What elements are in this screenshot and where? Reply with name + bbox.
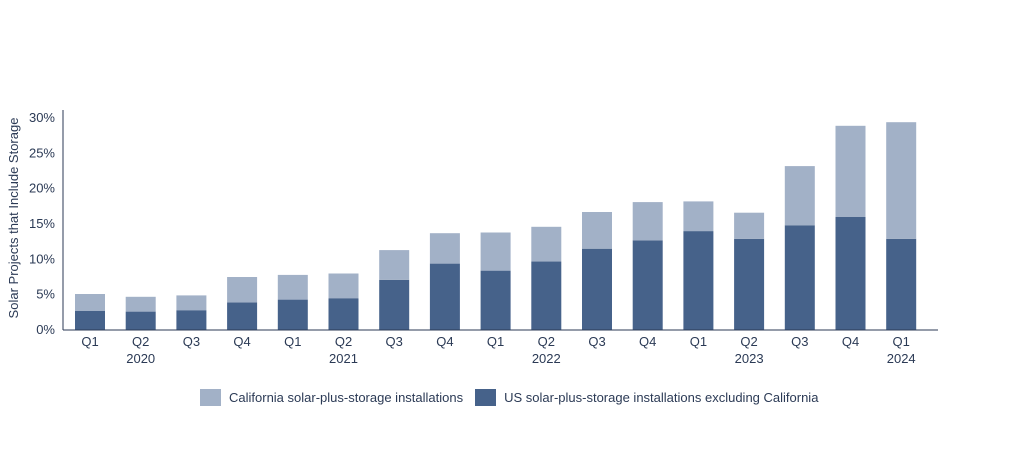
legend-label-california: California solar-plus-storage installati… [229, 390, 464, 405]
bar-segment-california-13 [734, 212, 765, 239]
y-tick-label: 10% [29, 251, 55, 266]
x-tick-label: Q3 [588, 334, 605, 349]
y-tick-label: 20% [29, 181, 55, 196]
bar-segment-california-10 [582, 212, 612, 249]
bar-segment-us-excl-california-15 [835, 216, 866, 330]
x-tick-label: Q4 [842, 334, 859, 349]
x-tick-label: Q2 [132, 334, 149, 349]
bar-segment-us-excl-california-16 [886, 238, 917, 330]
x-tick-label: Q4 [233, 334, 250, 349]
bar-segment-us-excl-california-8 [480, 270, 511, 330]
x-year-label: 2024 [887, 351, 916, 366]
x-tick-label: Q2 [335, 334, 352, 349]
bar-segment-california-11 [632, 202, 663, 241]
legend-item-california: California solar-plus-storage installati… [200, 389, 463, 406]
bar-segment-california-3 [227, 277, 258, 303]
bar-segment-california-4 [277, 274, 308, 300]
bar-segment-california-14 [784, 166, 815, 226]
y-tick-label: 30% [29, 110, 55, 125]
x-axis: Q1 Q2 Q3 Q4 Q1 Q2 Q3 Q4 Q1 Q2 Q3 Q4 Q1 Q2 Q3 Q4 Q1 2020 20… [63, 329, 938, 366]
x-tick-label: Q1 [487, 334, 504, 349]
bar-segment-california-8 [480, 232, 511, 271]
bar-segment-us-excl-california-2 [176, 310, 207, 330]
x-tick-label: Q1 [690, 334, 707, 349]
x-tick-label: Q1 [284, 334, 301, 349]
bar-segment-us-excl-california-7 [429, 263, 460, 330]
x-tick-label: Q3 [791, 334, 808, 349]
bar-segment-us-excl-california-10 [582, 248, 612, 330]
legend-label-us-excl-california: US solar-plus-storage installations excl… [504, 390, 819, 405]
x-year-label: 2021 [329, 351, 358, 366]
x-tick-label: Q2 [538, 334, 555, 349]
bar-segment-us-excl-california-0 [75, 310, 105, 330]
x-tick-label: Q3 [183, 334, 200, 349]
x-tick-label: Q4 [436, 334, 453, 349]
bar-segment-california-1 [125, 296, 156, 312]
y-tick-label: 5% [36, 287, 55, 302]
y-tick-label: 25% [29, 145, 55, 160]
bar-segment-us-excl-california-4 [277, 299, 308, 330]
bar-segment-us-excl-california-13 [734, 238, 765, 330]
bar-segment-california-2 [176, 295, 207, 311]
legend-swatch-us-excl-california [475, 389, 497, 406]
bar-segment-california-0 [75, 294, 105, 311]
bar-segment-us-excl-california-12 [683, 231, 714, 330]
y-tick-label: 0% [36, 322, 55, 337]
x-year-label: 2020 [126, 351, 155, 366]
y-tick-label: 15% [29, 216, 55, 231]
x-tick-label: Q3 [386, 334, 403, 349]
bars-group [75, 122, 917, 330]
x-tick-label: Q2 [740, 334, 757, 349]
x-tick-label: Q1 [893, 334, 910, 349]
x-tick-label: Q4 [639, 334, 656, 349]
bar-segment-us-excl-california-3 [227, 302, 258, 330]
bar-segment-us-excl-california-14 [784, 225, 815, 330]
legend: California solar-plus-storage installati… [200, 389, 830, 406]
bar-segment-us-excl-california-11 [632, 240, 663, 330]
x-tick-label: Q1 [81, 334, 98, 349]
bar-segment-california-7 [429, 233, 460, 264]
bar-segment-california-15 [835, 125, 866, 217]
bar-segment-california-16 [886, 122, 917, 239]
legend-swatch-california [200, 389, 221, 406]
y-axis: 0% 5% 10% 15% 20% 25% 30% [29, 110, 64, 337]
y-axis-label: Solar Projects that Include Storage [6, 118, 21, 319]
bar-segment-california-12 [683, 201, 714, 232]
bar-segment-california-9 [531, 226, 562, 262]
bar-segment-us-excl-california-9 [531, 261, 562, 330]
legend-item-us-excl-california: US solar-plus-storage installations excl… [475, 389, 818, 406]
bar-segment-us-excl-california-5 [328, 298, 359, 330]
bar-segment-california-5 [328, 273, 359, 299]
bar-segment-us-excl-california-1 [125, 311, 156, 330]
bar-segment-us-excl-california-6 [379, 279, 410, 330]
x-year-label: 2022 [532, 351, 561, 366]
bar-segment-california-6 [379, 250, 410, 280]
x-year-label: 2023 [735, 351, 764, 366]
